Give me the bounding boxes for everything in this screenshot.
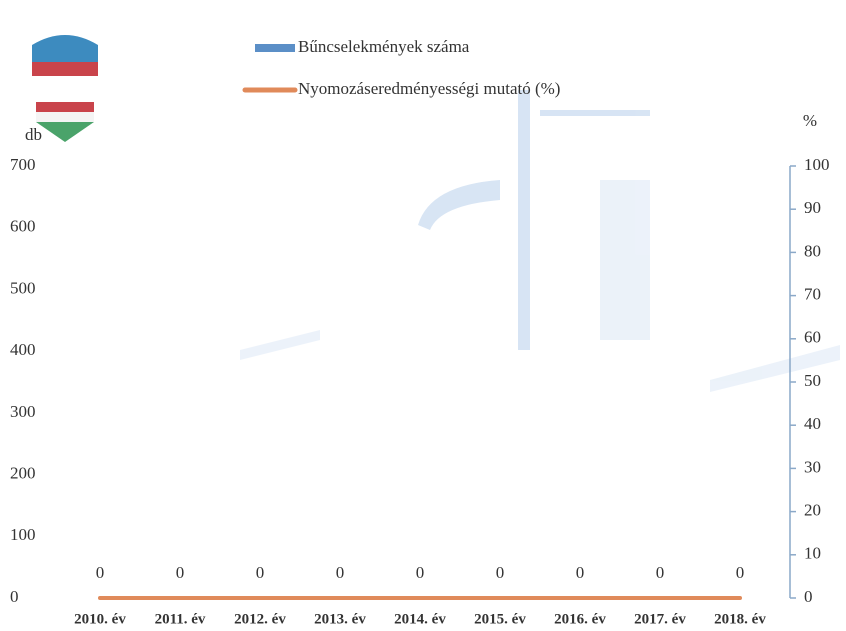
legend-swatch — [255, 44, 295, 52]
y2-tick-label: 50 — [804, 371, 821, 390]
y2-tick-label: 40 — [804, 414, 821, 433]
y-tick-label: 600 — [10, 217, 36, 236]
y2-tick-label: 90 — [804, 198, 821, 217]
y-tick-label: 200 — [10, 463, 36, 482]
legend-label: Nyomozáseredményességi mutató (%) — [298, 79, 560, 98]
y2-tick-label: 30 — [804, 457, 821, 476]
x-tick-label: 2012. év — [234, 611, 286, 627]
data-label: 0 — [176, 563, 185, 582]
y-tick-label: 0 — [10, 587, 19, 606]
data-label: 0 — [256, 563, 265, 582]
y-tick-label: 500 — [10, 278, 36, 297]
legend-label: Bűncselekmények száma — [298, 37, 470, 56]
y-tick-label: 100 — [10, 525, 36, 544]
x-tick-label: 2015. év — [474, 611, 526, 627]
y-tick-label: 300 — [10, 402, 36, 421]
y-axis-label: db — [25, 125, 42, 144]
data-label: 0 — [336, 563, 345, 582]
background-photo — [240, 90, 840, 392]
x-tick-label: 2018. év — [714, 611, 766, 627]
data-label: 0 — [576, 563, 585, 582]
x-tick-label: 2017. év — [634, 611, 686, 627]
y2-tick-label: 20 — [804, 501, 821, 520]
y-tick-label: 400 — [10, 340, 36, 359]
data-label: 0 — [96, 563, 105, 582]
y2-tick-label: 0 — [804, 587, 813, 606]
x-tick-label: 2013. év — [314, 611, 366, 627]
x-tick-label: 2014. év — [394, 611, 446, 627]
y2-tick-label: 100 — [804, 155, 830, 174]
x-tick-label: 2011. év — [155, 611, 206, 627]
y2-tick-label: 60 — [804, 328, 821, 347]
data-label: 0 — [656, 563, 665, 582]
y-tick-label: 700 — [10, 155, 36, 174]
x-tick-label: 2010. év — [74, 611, 126, 627]
y2-tick-label: 70 — [804, 285, 821, 304]
data-label: 0 — [416, 563, 425, 582]
y2-tick-label: 80 — [804, 241, 821, 260]
logo — [32, 35, 98, 142]
y2-axis-label: % — [803, 111, 817, 130]
y2-tick-label: 10 — [804, 544, 821, 563]
legend: Bűncselekmények száma Nyomozáseredményess… — [242, 37, 560, 98]
x-tick-label: 2016. év — [554, 611, 606, 627]
data-label: 0 — [496, 563, 505, 582]
data-label: 0 — [736, 563, 745, 582]
